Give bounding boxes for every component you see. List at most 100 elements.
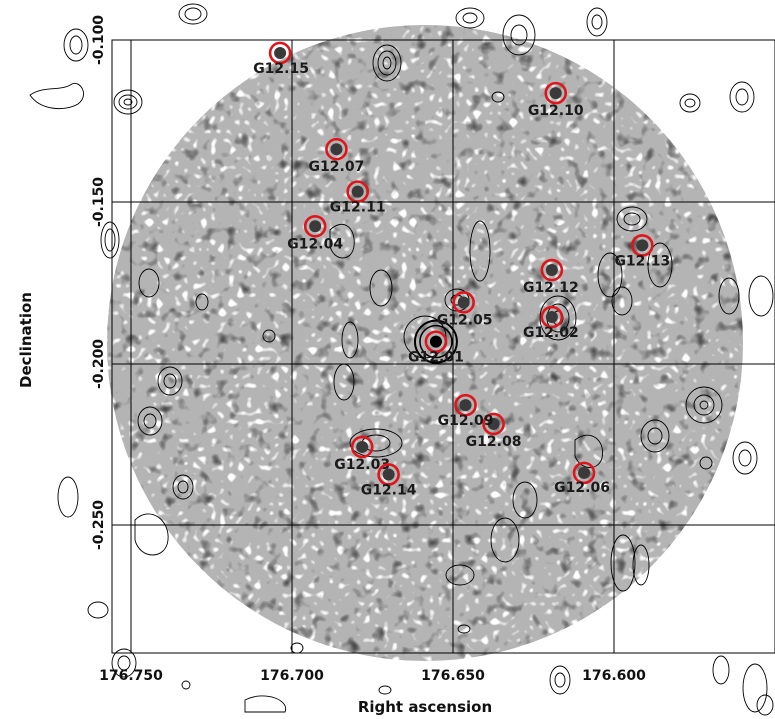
source-marker: G12.13	[614, 234, 670, 269]
x-tick-label: 176.750	[99, 668, 163, 684]
contour-ellipse	[455, 7, 485, 29]
contour-ellipse	[63, 28, 89, 62]
contour-ellipse	[104, 228, 116, 252]
source-core	[545, 264, 558, 277]
contour-ellipse	[87, 601, 109, 619]
contour-ellipse	[729, 81, 755, 113]
contour-ellipse	[382, 56, 392, 70]
source-label: G12.01	[408, 350, 464, 366]
source-label: G12.07	[309, 159, 365, 175]
contour-path	[574, 434, 604, 468]
contour-ellipse	[539, 295, 577, 341]
contour-ellipse	[735, 88, 749, 106]
source-label: G12.04	[287, 236, 343, 252]
contour-ellipse	[184, 7, 202, 21]
source-core	[549, 87, 562, 100]
source-core	[274, 46, 287, 59]
contour-path	[134, 513, 169, 556]
contour-ellipse	[611, 286, 633, 316]
x-axis-title: Right ascension	[358, 698, 492, 716]
source-ring	[424, 330, 448, 353]
contour-path	[29, 82, 84, 110]
source-marker: G12.08	[466, 412, 522, 450]
contour-ellipse	[738, 449, 752, 467]
contour-ellipse	[163, 373, 177, 389]
contour-ellipse	[117, 655, 131, 671]
contour-ellipse	[490, 517, 520, 563]
contour-ellipse	[685, 386, 723, 424]
contour-ellipse	[732, 441, 758, 475]
contour-ellipse	[684, 98, 696, 108]
contour-ellipse	[610, 534, 636, 592]
contour-ellipse	[510, 24, 528, 46]
source-ring	[540, 258, 564, 282]
contour-ellipse	[341, 321, 359, 359]
source-marker: G12.11	[330, 180, 386, 216]
source-core	[636, 239, 649, 252]
source-ring	[482, 412, 505, 436]
source-core	[429, 335, 442, 348]
source-ring	[452, 291, 475, 314]
source-marker: G12.07	[309, 137, 365, 175]
source-label: G12.10	[528, 103, 584, 119]
coordinate-grid	[111, 39, 775, 654]
source-core	[382, 468, 395, 481]
x-tick-label: 176.650	[421, 668, 485, 684]
contour-ellipse	[632, 544, 650, 586]
source-marker: G12.12	[523, 258, 579, 296]
source-ring	[631, 234, 654, 257]
contour-ellipse	[445, 564, 475, 586]
source-ring	[346, 180, 369, 203]
contour-ellipse	[262, 329, 276, 343]
y-tick-label: -0.200	[91, 339, 107, 389]
contour-ellipse	[699, 400, 709, 410]
contour-ellipse	[113, 89, 143, 115]
x-tick-labels: 176.750 176.700 176.650 176.600	[99, 668, 646, 684]
contour-ellipse	[742, 663, 768, 713]
source-marker: G12.06	[554, 461, 610, 496]
source-markers: G12.01 G12.02 G12.03 G12.04 G12.05 G12.07 G12.…	[253, 41, 670, 498]
contour-ellipse	[640, 419, 670, 453]
source-ring	[540, 305, 564, 329]
source-core	[545, 311, 558, 324]
contour-ellipse	[157, 366, 183, 396]
source-marker: G12.10	[528, 81, 584, 119]
image-field	[107, 25, 743, 661]
contour-ellipse	[469, 220, 491, 282]
x-tick-label: 176.700	[260, 668, 324, 684]
source-marker: G12.02	[523, 305, 579, 341]
y-tick-label: -0.150	[91, 177, 107, 227]
source-ring	[268, 41, 292, 65]
source-label: G12.06	[554, 480, 610, 496]
contour-ellipse	[178, 3, 208, 25]
source-ring	[544, 81, 568, 105]
source-core	[459, 399, 472, 412]
contour-ellipse	[377, 50, 397, 76]
source-marker: G12.04	[287, 215, 343, 252]
contour-ellipse	[597, 252, 623, 298]
contour-ellipse	[100, 221, 120, 259]
contour-ellipse	[756, 694, 774, 716]
source-ring	[454, 393, 477, 417]
contour-ellipse	[137, 406, 163, 436]
source-label: G12.12	[523, 280, 579, 296]
source-contour-ring	[419, 324, 453, 359]
contour-ellipse	[457, 624, 471, 634]
source-label: G12.09	[438, 413, 494, 429]
contour-ellipse	[679, 93, 701, 113]
contour-ellipse	[591, 14, 603, 30]
contour-ellipse	[69, 35, 83, 55]
y-tick-labels: -0.100 -0.150 -0.200 -0.250	[91, 15, 107, 550]
contour-ellipse	[172, 474, 194, 500]
contour-ellipse	[718, 277, 740, 315]
contour-ellipse	[118, 94, 138, 110]
source-core	[309, 220, 322, 233]
source-marker: G12.09	[438, 393, 494, 429]
contour-ellipse	[491, 91, 505, 103]
source-label: G12.08	[466, 434, 522, 450]
source-label: G12.02	[523, 325, 579, 341]
contour-ellipse	[712, 655, 730, 685]
contour-ellipse	[123, 98, 133, 106]
contour-ellipse	[57, 476, 79, 518]
source-label: G12.14	[361, 482, 417, 498]
